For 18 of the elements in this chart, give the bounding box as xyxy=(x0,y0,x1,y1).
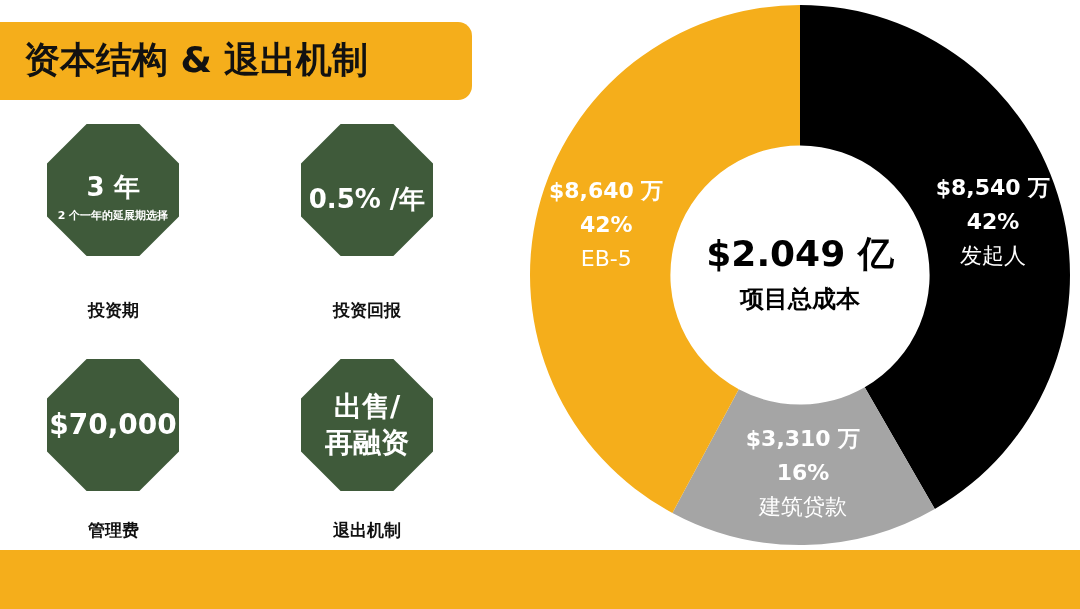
text: $2.049 亿 xyxy=(706,233,895,275)
slice-label: 建筑贷款 xyxy=(758,494,848,520)
text: 0.5% /年 xyxy=(308,183,426,217)
data-label: $8,640 万 42% xyxy=(548,178,664,238)
data-label: $3,310 万 16% xyxy=(745,426,861,486)
text: 出售/ 再融资 xyxy=(325,388,409,461)
text: 项目总成本 xyxy=(739,285,861,314)
text: 资本结构 & 退出机制 xyxy=(24,38,369,82)
text: 投资回报 xyxy=(333,298,401,322)
text: 管理费 xyxy=(87,518,139,542)
data-label: $8,540 万 42% xyxy=(935,175,1051,235)
text: 退出机制 xyxy=(333,518,401,542)
slice-label: EB-5 xyxy=(580,246,632,272)
text: $70,000 xyxy=(49,406,177,443)
slice-label: 发起人 xyxy=(960,243,1027,269)
text: 2 个一年的延展期选择 xyxy=(57,208,169,224)
text: 投资期 xyxy=(87,298,139,322)
text: 3 年 xyxy=(86,171,140,205)
